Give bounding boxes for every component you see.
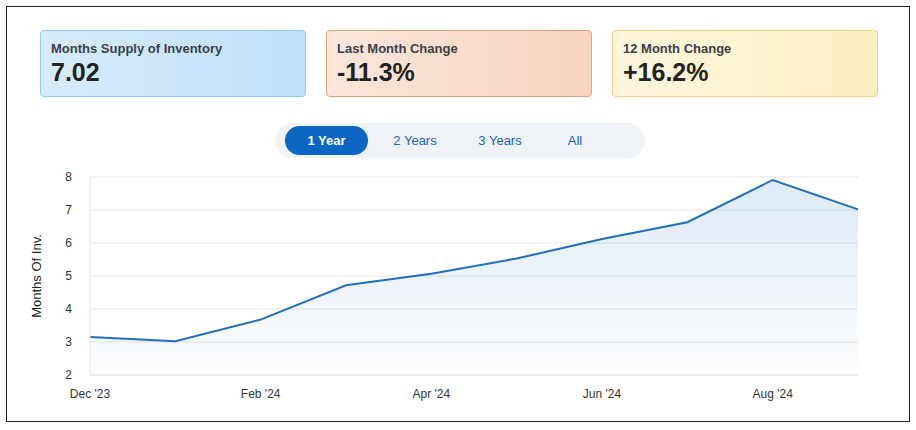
html-text:12 Month Change: 12 Month Change [623,41,732,56]
html-text:3 Years: 3 Years [478,133,522,148]
svg-text:Feb '24: Feb '24 [241,387,281,401]
svg-text:Jun '24: Jun '24 [583,387,622,401]
svg-text:4: 4 [65,302,72,316]
html-text:All: All [567,133,583,148]
svg-text:6: 6 [65,236,72,250]
html-text:+16.2%: +16.2% [623,58,709,86]
svg-text:Dec '23: Dec '23 [70,387,111,401]
svg-text:2: 2 [65,368,72,382]
svg-text:5: 5 [65,269,72,283]
svg-text:8: 8 [65,170,72,184]
html-text:1 Year: 1 Year [307,133,346,148]
html-text:7.02: 7.02 [51,58,100,86]
svg-text:Apr '24: Apr '24 [413,387,451,401]
svg-text:3: 3 [65,335,72,349]
svg-text:Months Of Inv.: Months Of Inv. [29,234,44,318]
html-text:Last Month Change: Last Month Change [337,41,458,56]
svg-text:7: 7 [65,203,72,217]
html-text:Months Supply of Inventory: Months Supply of Inventory [51,41,223,56]
html-text:2 Years: 2 Years [393,133,437,148]
html-text:-11.3%: -11.3% [337,58,415,86]
svg-text:Aug '24: Aug '24 [753,387,794,401]
